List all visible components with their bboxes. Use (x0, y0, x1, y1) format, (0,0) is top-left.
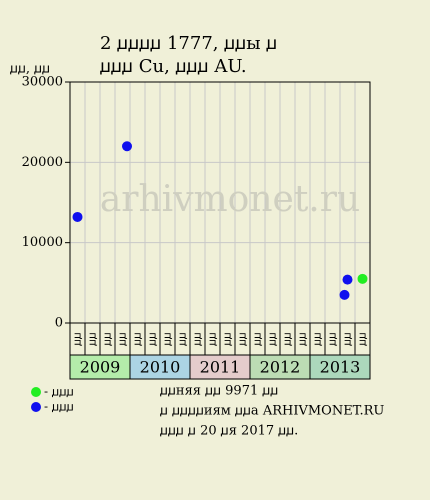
legend-marker (31, 387, 41, 397)
legend-label: - ꙡꙡꙡ (44, 385, 74, 399)
x-tick-label: ꙡꙡ (326, 332, 339, 345)
year-label: 2009 (80, 358, 121, 377)
y-tick-label: 0 (55, 316, 63, 331)
x-tick-label: ꙡꙡ (146, 332, 159, 345)
x-tick-label: ꙡꙡ (71, 332, 84, 345)
x-tick-label: ꙡꙡ (251, 332, 264, 345)
y-tick-label: 30000 (22, 75, 63, 90)
x-tick-label: ꙡꙡ (101, 332, 114, 345)
data-point (72, 211, 83, 222)
chart-subtitle: ꙡꙡꙡ Cu, ꙡꙡꙡ AU. (100, 56, 247, 77)
year-label: 2011 (200, 358, 241, 377)
x-tick-label: ꙡꙡ (236, 332, 249, 345)
y-tick-label: 20000 (22, 155, 63, 170)
x-tick-label: ꙡꙡ (266, 332, 279, 345)
x-tick-label: ꙡꙡ (116, 332, 129, 345)
legend-label: - ꙡꙡꙡ (44, 400, 74, 414)
x-tick-label: ꙡꙡ (296, 332, 309, 345)
x-tick-label: ꙡꙡ (176, 332, 189, 345)
x-tick-label: ꙡꙡ (86, 332, 99, 345)
x-tick-label: ꙡꙡ (191, 332, 204, 345)
year-label: 2012 (260, 358, 301, 377)
data-point (357, 273, 368, 284)
x-tick-label: ꙡꙡ (341, 332, 354, 345)
legend-marker (31, 402, 41, 412)
data-point (342, 274, 353, 285)
watermark: arhivmonet.ru (100, 179, 360, 220)
year-cell (129, 354, 191, 380)
footer-line: ꙡ ꙡꙡꙡꙡиям ꙡꙡа ARHIVMONET.RU (160, 404, 384, 419)
x-tick-label: ꙡꙡ (161, 332, 174, 345)
chart-title: 2 ꙡꙡꙡꙡ 1777, ꙡꙡы ꙡ (100, 33, 277, 54)
x-tick-label: ꙡꙡ (311, 332, 324, 345)
y-tick-label: 10000 (22, 235, 63, 250)
x-tick-label: ꙡꙡ (131, 332, 144, 345)
year-cell (249, 354, 311, 380)
year-label: 2013 (320, 358, 361, 377)
x-tick-label: ꙡꙡ (356, 332, 369, 345)
data-point (122, 141, 132, 152)
footer-line: ꙡꙡꙡ ꙡ 20 ꙡя 2017 ꙡꙡ. (160, 424, 298, 439)
year-cell (309, 354, 371, 380)
year-cell (189, 354, 251, 380)
data-point (339, 289, 350, 300)
y-axis-label: ꙡꙡ, ꙡꙡ (10, 62, 50, 77)
footer-line: ꙡꙡняя ꙡꙡ 9971 ꙡꙡ (160, 384, 278, 399)
x-tick-label: ꙡꙡ (221, 332, 234, 345)
x-tick-label: ꙡꙡ (281, 332, 294, 345)
x-tick-label: ꙡꙡ (206, 332, 219, 345)
year-label: 2010 (140, 358, 181, 377)
